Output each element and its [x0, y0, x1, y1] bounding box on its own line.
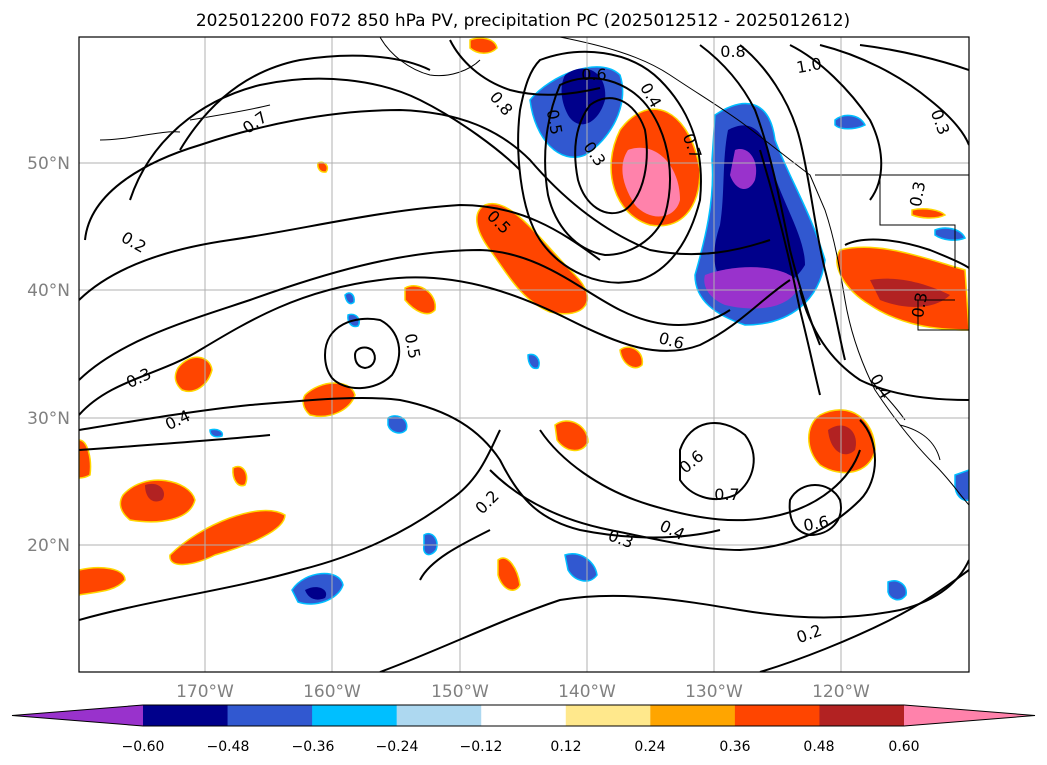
lat-tick-label: 40°N [27, 281, 70, 301]
colorbar-cell [734, 705, 820, 726]
contour-label: 0.6 [581, 65, 606, 84]
lat-tick-label: 30°N [27, 409, 70, 429]
contour-label: 0.3 [908, 291, 931, 319]
gridlines [79, 37, 969, 672]
colorbar-ticks: −0.60 −0.48 −0.36 −0.24 −0.12 0.12 0.24 … [122, 739, 920, 755]
longitude-labels: 170°W 160°W 150°W 140°W 130°W 120°W [176, 682, 870, 702]
colorbar-cell [481, 705, 567, 726]
lon-tick-label: 160°W [303, 682, 361, 702]
colorbar-tick-label: 0.36 [719, 739, 750, 755]
lon-tick-label: 170°W [176, 682, 234, 702]
contour-label: 0.7 [714, 485, 739, 504]
colorbar-outline [11, 704, 1036, 727]
colorbar-extend-high [904, 705, 1035, 726]
map-background [79, 37, 969, 672]
contour-label: 0.5 [401, 332, 424, 360]
contour-label: 0.8 [720, 42, 745, 61]
lat-tick-label: 50°N [27, 154, 70, 174]
lon-tick-label: 150°W [431, 682, 489, 702]
colorbar-tick-label: −0.12 [460, 739, 503, 755]
colorbar-tick-label: −0.24 [376, 739, 419, 755]
map-title: 2025012200 F072 850 hPa PV, precipitatio… [196, 11, 850, 31]
contour-label: 0.5 [543, 108, 566, 136]
lat-tick-label: 20°N [27, 536, 70, 556]
colorbar-cell [650, 705, 736, 726]
contour-label: 0.6 [802, 512, 830, 535]
colorbar-cell [396, 705, 482, 726]
contour-label: 1.0 [795, 54, 823, 77]
latitude-labels: 50°N 40°N 30°N 20°N [27, 154, 70, 556]
colorbar-cell [565, 705, 651, 726]
colorbar-tick-label: 0.12 [550, 739, 581, 755]
contour-label: 0.3 [906, 180, 929, 208]
negative-precip-areas [209, 66, 969, 605]
colorbar-tick-label: −0.36 [292, 739, 335, 755]
colorbar-tick-label: 0.60 [888, 739, 919, 755]
colorbar-cell [819, 705, 905, 726]
map-frame [78, 36, 970, 673]
colorbar-tick-label: 0.24 [634, 739, 665, 755]
pv-contours [79, 39, 969, 672]
colorbar-tick-label: −0.48 [207, 739, 250, 755]
colorbar-cell [143, 705, 229, 726]
colorbar-cell [227, 705, 313, 726]
colorbar-tick-label: −0.60 [122, 739, 165, 755]
colorbar-tick-label: 0.48 [803, 739, 834, 755]
lon-tick-label: 140°W [558, 682, 616, 702]
map-panel: 0.7 0.8 0.8 1.0 0.5 0.3 0.7 0.4 0.2 0.5 … [78, 36, 970, 673]
colorbar: −0.60 −0.48 −0.36 −0.24 −0.12 0.12 0.24 … [11, 704, 1036, 755]
lon-tick-label: 120°W [812, 682, 870, 702]
colorbar-extend-low [12, 705, 143, 726]
lon-tick-label: 130°W [685, 682, 743, 702]
colorbar-cells [11, 704, 1036, 727]
colorbar-cell [312, 705, 398, 726]
positive-precip-areas [79, 37, 969, 596]
